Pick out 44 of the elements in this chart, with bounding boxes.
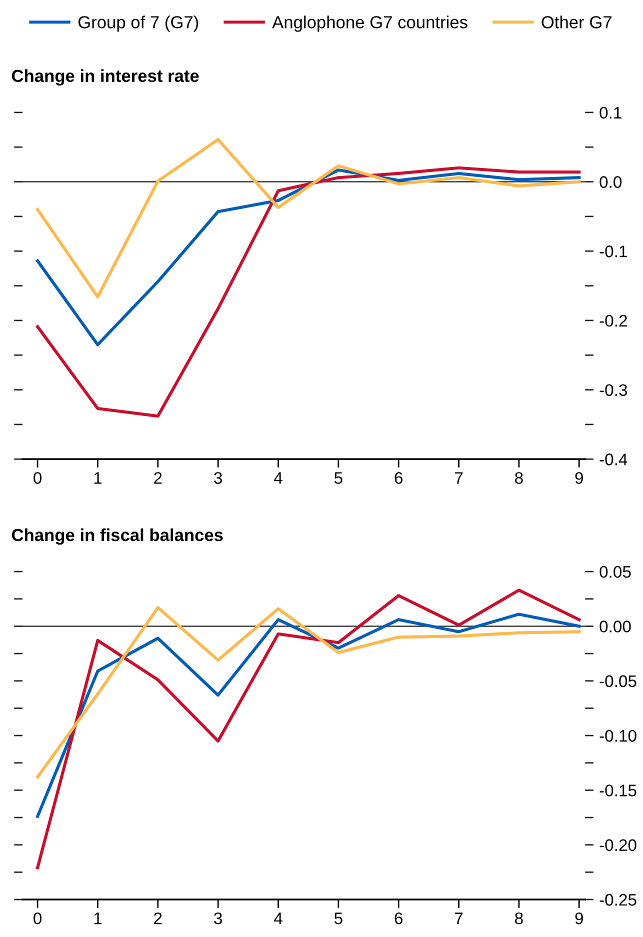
x-tick-label: 8 bbox=[515, 472, 523, 484]
x-tick-label: 3 bbox=[214, 472, 222, 484]
legend-label: Other G7 bbox=[542, 16, 612, 28]
y-tick-label: -0.20 bbox=[600, 839, 636, 852]
y-tick-label: -0.25 bbox=[600, 894, 636, 906]
x-tick-label: 6 bbox=[394, 472, 402, 484]
x-tick-label: 9 bbox=[575, 912, 583, 924]
y-tick-label: 0.05 bbox=[600, 566, 631, 578]
line-series bbox=[36, 168, 581, 346]
line-series bbox=[36, 588, 581, 870]
x-tick-label: 6 bbox=[394, 912, 402, 924]
y-tick-label: -0.15 bbox=[600, 784, 636, 796]
x-tick-label: 5 bbox=[334, 912, 342, 924]
legend-label: Group of 7 (G7) bbox=[78, 16, 198, 32]
line-series bbox=[36, 166, 581, 418]
line-series bbox=[36, 612, 581, 818]
x-tick-label: 2 bbox=[154, 472, 162, 484]
x-tick-label: 2 bbox=[154, 912, 162, 924]
x-tick-label: 4 bbox=[274, 912, 282, 924]
x-tick-label: 8 bbox=[515, 912, 523, 924]
x-tick-label: 1 bbox=[94, 472, 102, 484]
y-tick-label: 0.0 bbox=[600, 176, 622, 188]
x-tick-label: 7 bbox=[454, 912, 463, 924]
x-tick-label: 0 bbox=[34, 912, 42, 924]
line-series bbox=[36, 138, 581, 298]
y-tick-label: -0.4 bbox=[600, 454, 628, 466]
chart-title: Change in interest rate bbox=[12, 69, 199, 86]
x-tick-label: 7 bbox=[454, 472, 463, 484]
y-tick-label: 0.1 bbox=[600, 106, 622, 119]
y-tick-label: -0.2 bbox=[600, 314, 627, 327]
x-tick-label: 1 bbox=[94, 912, 102, 924]
x-tick-label: 5 bbox=[334, 472, 342, 484]
y-tick-label: -0.1 bbox=[600, 246, 627, 258]
x-tick-label: 0 bbox=[34, 472, 42, 484]
x-tick-label: 9 bbox=[575, 472, 583, 484]
y-tick-label: -0.10 bbox=[600, 730, 636, 742]
x-tick-label: 3 bbox=[214, 912, 222, 924]
x-tick-label: 4 bbox=[274, 472, 282, 484]
y-tick-label: -0.3 bbox=[600, 384, 628, 396]
y-tick-label: -0.05 bbox=[600, 675, 636, 688]
legend-label: Anglophone G7 countries bbox=[272, 16, 468, 32]
y-tick-label: 0.00 bbox=[600, 620, 631, 632]
line-series bbox=[36, 606, 581, 779]
chart-title: Change in fiscal balances bbox=[12, 528, 223, 545]
